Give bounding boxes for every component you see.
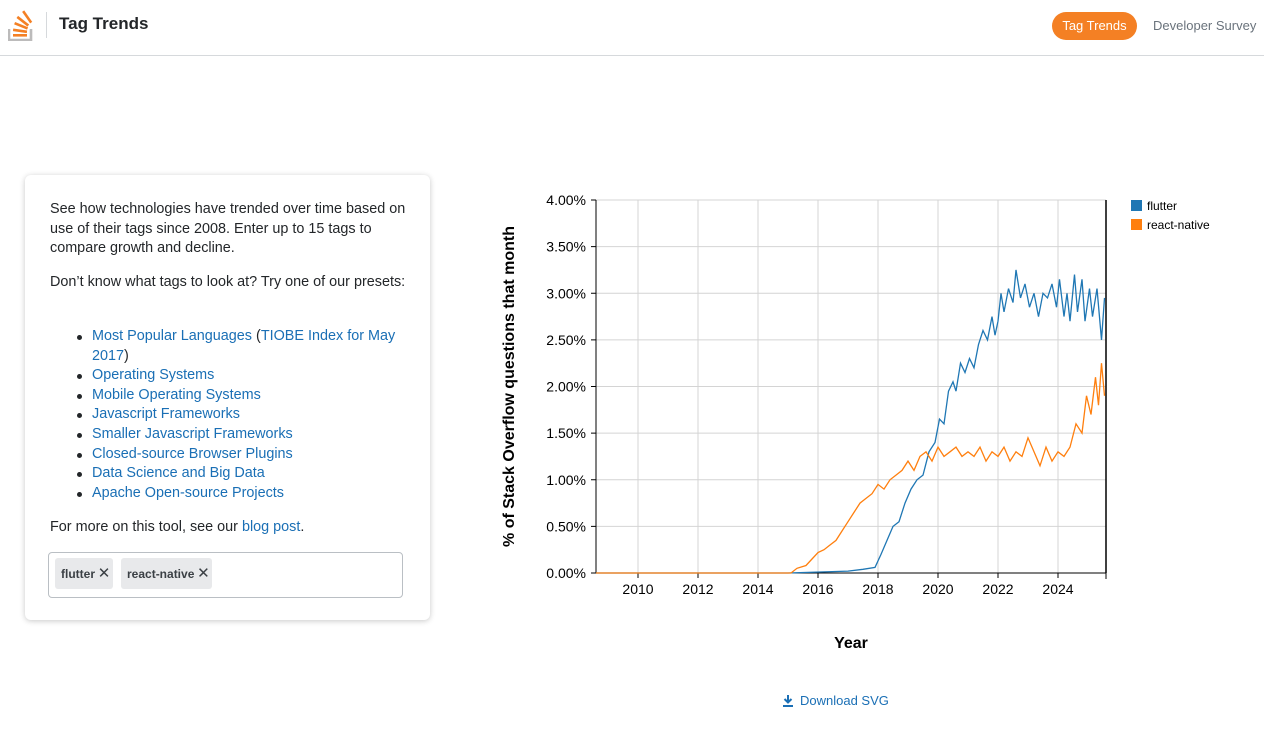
preset-item: Closed-source Browser Plugins: [77, 445, 412, 465]
x-tick-label: 2012: [682, 581, 713, 597]
y-tick-label: 4.00%: [546, 192, 586, 208]
y-axis-label: % of Stack Overflow questions that month: [501, 226, 518, 547]
download-svg-button[interactable]: Download SVG: [781, 693, 889, 708]
x-tick-label: 2018: [862, 581, 893, 597]
x-tick-label: 2020: [922, 581, 953, 597]
y-tick-label: 1.00%: [546, 472, 586, 488]
x-tick-label: 2024: [1042, 581, 1073, 597]
preset-item: Mobile Operating Systems: [77, 386, 412, 406]
presets-prompt: Don’t know what tags to look at? Try one…: [50, 274, 406, 290]
preset-item: Apache Open-source Projects: [77, 484, 412, 504]
legend-label-react-native: react-native: [1147, 218, 1210, 232]
more-info-text: For more on this tool, see our blog post…: [50, 518, 412, 538]
preset-item: Most Popular Languages (TIOBE Index for …: [77, 327, 412, 366]
tag-chip-flutter: flutter ✕: [55, 558, 113, 589]
preset-link[interactable]: Apache Open-source Projects: [92, 484, 284, 501]
logo-divider: [46, 12, 47, 38]
intro-text: See how technologies have trended over t…: [50, 201, 406, 256]
preset-link[interactable]: Mobile Operating Systems: [92, 386, 261, 403]
tiobe-paren-close: ): [124, 347, 129, 364]
tag-chip-react-native: react-native ✕: [121, 558, 213, 589]
y-tick-label: 3.50%: [546, 239, 586, 255]
remove-tag-icon[interactable]: ✕: [97, 565, 111, 582]
preset-link[interactable]: Javascript Frameworks: [92, 406, 240, 423]
more-info-suffix: .: [300, 519, 305, 535]
preset-item: Data Science and Big Data: [77, 464, 412, 484]
series-line-react-native: [596, 363, 1106, 574]
app-title: Tag Trends: [59, 14, 149, 33]
preset-link[interactable]: Most Popular Languages: [92, 328, 253, 344]
stack-overflow-logo[interactable]: [8, 9, 36, 41]
preset-link[interactable]: Operating Systems: [92, 367, 215, 384]
tiobe-index-link[interactable]: TIOBE Index for May 2017: [92, 328, 396, 364]
remove-tag-icon[interactable]: ✕: [197, 565, 210, 582]
y-tick-label: 2.50%: [546, 332, 586, 348]
x-tick-label: 2022: [982, 581, 1013, 597]
legend-label-flutter: flutter: [1147, 199, 1177, 213]
tag-chip-label: flutter: [61, 567, 95, 581]
tag-trends-chart: 0.00% 0.50% 1.00% 1.50% 2.00% 2.50% 3.00% 3.50%…: [501, 192, 1210, 652]
top-bar: Tag Trends Tag Trends Developer Survey: [0, 0, 1264, 56]
y-tick-label: 0.50%: [546, 518, 586, 534]
y-tick-label: 3.00%: [546, 285, 586, 301]
download-label: Download SVG: [800, 693, 889, 708]
x-axis-label: Year: [834, 635, 868, 652]
preset-item: Javascript Frameworks: [77, 405, 412, 425]
download-icon: [783, 695, 793, 707]
tag-input[interactable]: flutter ✕ react-native ✕: [48, 552, 403, 598]
tag-chip-label: react-native: [127, 567, 195, 581]
x-tick-label: 2014: [742, 581, 773, 597]
series-line-flutter: [596, 269, 1106, 574]
nav-developer-survey-link[interactable]: Developer Survey: [1153, 18, 1257, 33]
preset-item: Operating Systems: [77, 366, 412, 386]
info-card: See how technologies have trended over t…: [25, 175, 430, 620]
legend-swatch-flutter: [1131, 200, 1142, 211]
y-tick-label: 1.50%: [546, 425, 586, 441]
preset-link[interactable]: Data Science and Big Data: [92, 465, 265, 482]
preset-item: Smaller Javascript Frameworks: [77, 425, 412, 445]
preset-link[interactable]: Smaller Javascript Frameworks: [92, 425, 293, 442]
blog-post-link[interactable]: blog post: [241, 519, 301, 535]
x-tick-label: 2016: [802, 581, 833, 597]
x-tick-label: 2010: [622, 581, 653, 597]
legend-swatch-react-native: [1131, 219, 1142, 230]
preset-link[interactable]: Closed-source Browser Plugins: [92, 445, 293, 462]
tiobe-paren-open: (: [252, 328, 261, 344]
y-tick-label: 2.00%: [546, 379, 586, 395]
presets-list: Most Popular Languages (TIOBE Index for …: [77, 327, 412, 504]
nav-tag-trends-button[interactable]: Tag Trends: [1052, 12, 1137, 40]
y-tick-label: 0.00%: [546, 565, 586, 581]
more-info-prefix: For more on this tool, see our: [50, 519, 242, 535]
